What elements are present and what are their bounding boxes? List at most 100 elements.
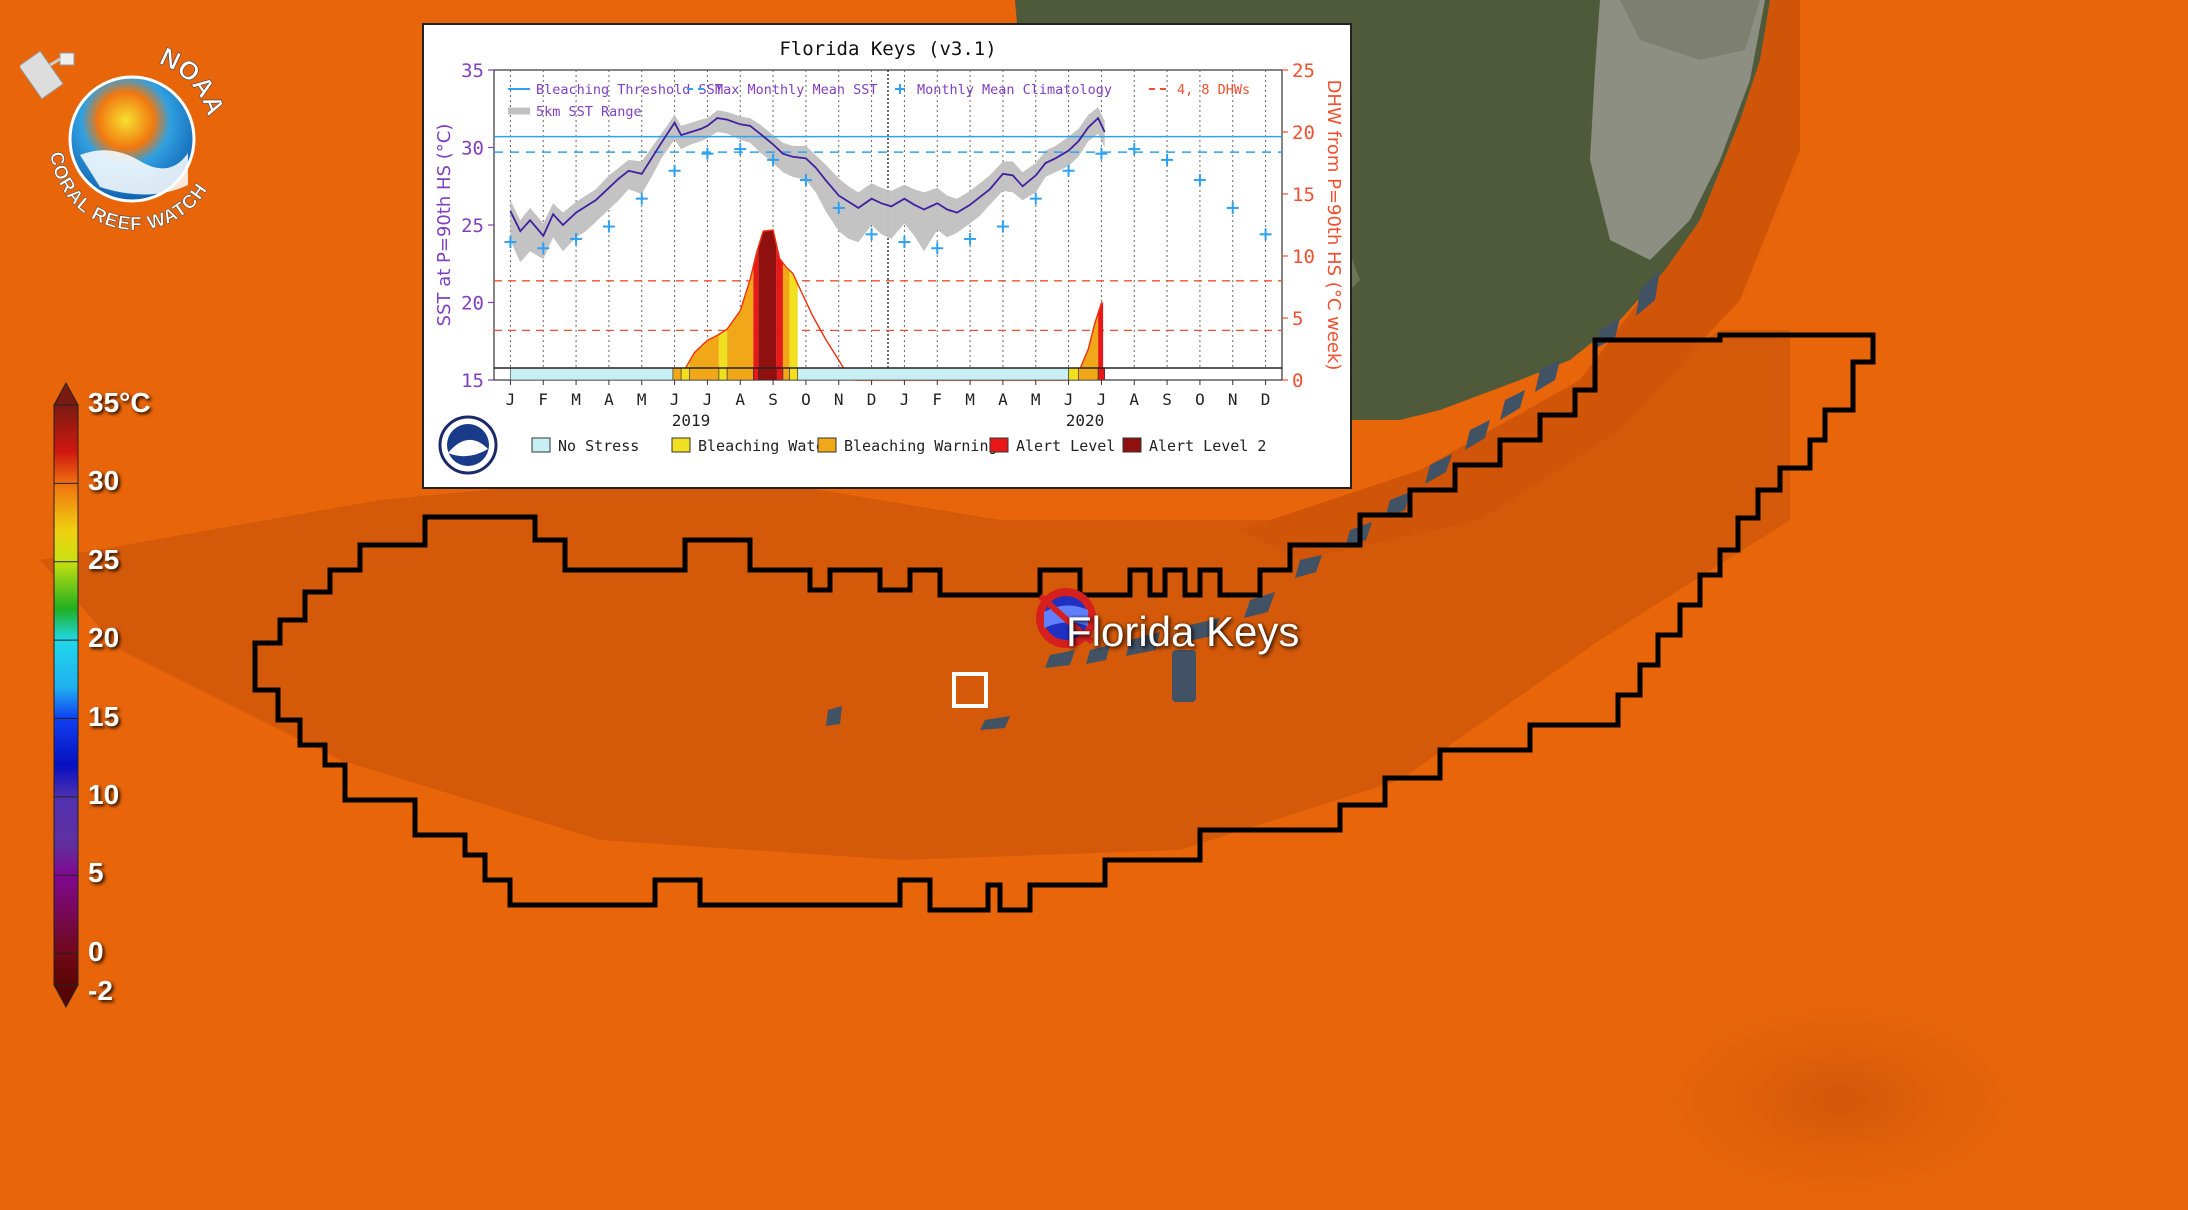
climatology-point <box>1029 192 1042 205</box>
colorbar-tick-label: 25 <box>88 543 120 575</box>
colorbar-tick-label: 30 <box>88 465 120 497</box>
climatology-point <box>1259 228 1272 241</box>
legend-item: 5km SST Range <box>508 104 642 120</box>
legend-item: 4, 8 DHWs <box>1149 82 1250 98</box>
climatology-point <box>537 242 550 255</box>
x-tick-label: A <box>998 390 1008 409</box>
x-tick-label: J <box>506 390 516 409</box>
y-axis-title: SST at P=90th HS (°C) <box>434 124 455 327</box>
left-tick-label: 20 <box>461 293 484 315</box>
climatology-point <box>767 153 780 166</box>
stress-legend-label: Bleaching Warning <box>844 437 998 455</box>
left-tick-label: 25 <box>461 215 484 237</box>
x-tick-label: J <box>1064 390 1074 409</box>
x-tick-label: D <box>867 390 877 409</box>
stress-legend-swatch <box>531 437 551 453</box>
stress-legend-item: No Stress <box>531 437 639 455</box>
sst-line <box>509 116 1106 238</box>
monitoring-region-outline <box>252 332 1876 913</box>
climatology-point <box>1193 174 1206 187</box>
x-tick-label: D <box>1261 390 1271 409</box>
y2-axis-title: DHW from P=90th HS (°C week) <box>1323 80 1344 371</box>
x-tick-label: F <box>538 390 548 409</box>
temperature-colorbar <box>53 381 79 1009</box>
dhw-alert-segment <box>782 230 790 368</box>
climatology-point <box>734 143 747 156</box>
stress-legend-swatch <box>817 437 837 453</box>
stress-legend-label: Alert Level 1 <box>1016 437 1133 455</box>
stress-legend-item: Alert Level 1 <box>989 437 1133 455</box>
climatology-point <box>931 242 944 255</box>
x-tick-label: S <box>1162 390 1172 409</box>
x-tick-label: J <box>900 390 910 409</box>
stress-legend-item: Bleaching Warning <box>817 437 998 455</box>
x-tick-label: M <box>1031 390 1041 409</box>
site-marker-square[interactable] <box>952 672 988 708</box>
stress-legend-item: Bleaching Watch <box>671 437 833 455</box>
climatology-point <box>504 236 517 249</box>
legend-label: 5km SST Range <box>536 104 642 120</box>
x-tick-label: F <box>932 390 942 409</box>
climatology-point <box>1226 201 1239 214</box>
stress-bar-segment <box>782 367 790 381</box>
stress-bar-segment <box>789 367 799 381</box>
left-tick-label: 35 <box>461 60 484 82</box>
stress-legend-swatch <box>671 437 691 453</box>
climatology-point <box>1161 153 1174 166</box>
x-tick-label: M <box>965 390 975 409</box>
stress-bar-segment <box>680 367 690 381</box>
right-tick-label: 5 <box>1292 308 1303 330</box>
noaa-seal-icon <box>438 415 498 475</box>
stress-bar-segment <box>797 367 1069 381</box>
x-tick-label: S <box>768 390 778 409</box>
stress-bar-segment <box>753 367 759 381</box>
climatology-point <box>865 228 878 241</box>
right-tick-label: 20 <box>1292 122 1315 144</box>
climatology-point <box>799 174 812 187</box>
site-label[interactable]: Florida Keys <box>1066 608 1300 655</box>
climatology-point <box>964 232 977 245</box>
colorbar-ramp <box>53 404 79 986</box>
stress-bar-segment <box>1078 367 1099 381</box>
stress-legend-swatch <box>989 437 1009 453</box>
noaa-seal-bird <box>448 439 488 457</box>
stress-legend-label: No Stress <box>558 437 639 455</box>
colorbar-tick-label: -2 <box>88 975 113 1006</box>
climatology-point <box>996 220 1009 233</box>
right-tick-label: 15 <box>1292 184 1315 206</box>
dhw-alert-segment <box>753 230 759 368</box>
dhw-alert-segment <box>789 230 798 368</box>
warm-water-patch <box>1600 970 2080 1210</box>
stress-bar-segment <box>726 367 754 381</box>
noaa-coral-reef-watch-logo: NOAA CORAL REEF WATCH <box>20 41 231 235</box>
warm-water-region <box>40 330 1790 860</box>
x-tick-label: J <box>1097 390 1107 409</box>
keys-islands <box>826 270 1660 730</box>
legend-label: Bleaching Threshold SST <box>536 82 723 98</box>
stress-legend-item: Alert Level 2 <box>1122 437 1266 455</box>
colorbar-tick-label: 0 <box>88 935 104 967</box>
right-tick-label: 10 <box>1292 246 1315 268</box>
stress-bar-segment <box>1068 367 1079 381</box>
colorbar-top-arrow <box>53 381 79 406</box>
urban-area-north <box>1620 0 1760 60</box>
climatology-point <box>1062 164 1075 177</box>
satellite-icon <box>20 50 75 100</box>
x-tick-label: J <box>703 390 713 409</box>
climatology-point <box>701 147 714 160</box>
x-tick-label: A <box>735 390 745 409</box>
climatology-point <box>1095 147 1108 160</box>
legend-label: Monthly Mean Climatology <box>917 82 1112 98</box>
climatology-point <box>668 164 681 177</box>
climatology-point <box>602 220 615 233</box>
left-tick-label: 30 <box>461 138 484 160</box>
climatology-point <box>635 192 648 205</box>
noaa-site-icon[interactable] <box>1036 588 1096 648</box>
x-tick-label: M <box>637 390 647 409</box>
year-label: 2020 <box>1066 411 1105 430</box>
dhw-alert-segment <box>758 230 777 368</box>
colorbar-tick-label: 10 <box>88 778 120 810</box>
colorbar-tick-label: 5 <box>88 857 104 889</box>
colorbar-tick-label: 35°C <box>88 387 151 418</box>
urban-area <box>1590 0 1765 260</box>
